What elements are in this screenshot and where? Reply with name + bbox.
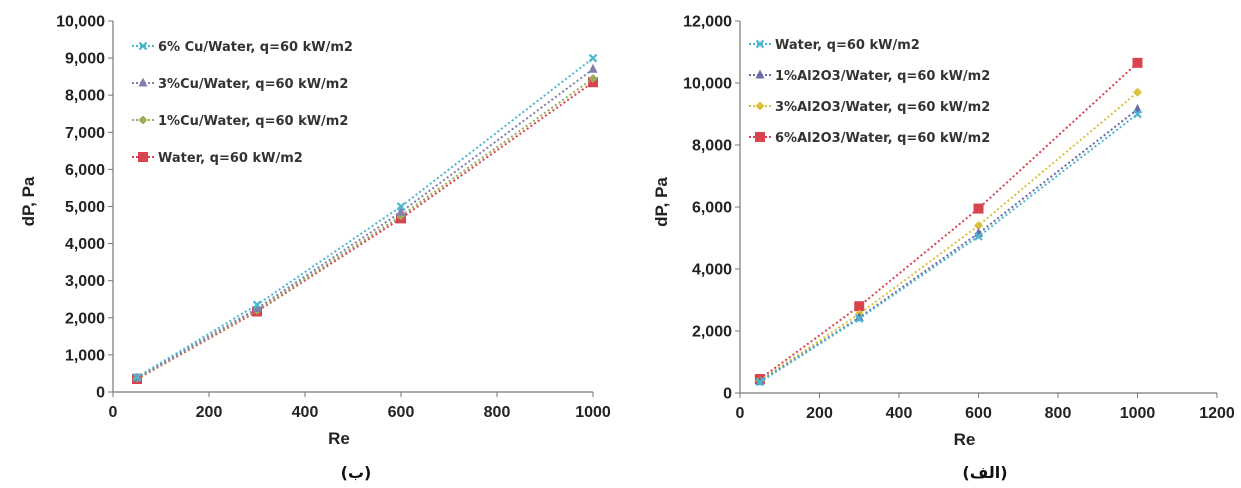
legend-label: 6% Cu/Water, q=60 kW/m2 [158, 40, 353, 55]
x-tick-label: 1000 [1120, 405, 1156, 422]
data-point [974, 221, 983, 231]
y-tick-label: 5,000 [65, 199, 105, 216]
series-line [759, 91, 1139, 382]
legend-entry: 3%Cu/Water, q=60 kW/m2 [132, 77, 348, 92]
y-axis-label: dP, Pa [19, 176, 38, 226]
data-point [854, 312, 864, 322]
y-tick-label: 0 [723, 386, 732, 403]
chart-caption: (الف) [962, 463, 1007, 482]
series-1 [755, 109, 1142, 387]
data-point [755, 376, 765, 386]
x-tick-label: 200 [196, 404, 223, 421]
legend-entry: 3%Al2O3/Water, q=60 kW/m2 [749, 100, 990, 115]
legend-label: Water, q=60 kW/m2 [775, 38, 920, 53]
data-point [588, 63, 598, 73]
legend-label: 1%Al2O3/Water, q=60 kW/m2 [775, 69, 990, 84]
legend-label: 6%Al2O3/Water, q=60 kW/m2 [775, 131, 990, 146]
y-tick-label: 4,000 [65, 236, 105, 253]
series-2 [132, 63, 598, 382]
legend-marker [138, 77, 148, 87]
y-tick-label: 12,000 [683, 14, 732, 31]
y-tick-label: 8,000 [65, 88, 105, 105]
legend-marker [755, 101, 765, 111]
series-2 [755, 103, 1142, 386]
legend-entry: Water, q=60 kW/m2 [749, 38, 920, 53]
chart-1: 0 1,000 2,000 3,000 4,000 5,000 6,000 7,000 8,00… [19, 14, 611, 483]
data-point [974, 232, 983, 241]
x-tick-label: 0 [109, 404, 118, 421]
y-tick-label: 4,000 [692, 262, 732, 279]
series-line [759, 108, 1139, 383]
series-line [136, 68, 594, 379]
data-point [973, 203, 984, 214]
x-tick-label: 400 [292, 404, 319, 421]
x-tick-label: 800 [1045, 405, 1072, 422]
data-point [854, 314, 864, 323]
legend-entry: 6%Al2O3/Water, q=60 kW/m2 [749, 131, 990, 146]
data-point [1133, 109, 1142, 119]
y-tick-label: 2,000 [65, 310, 105, 327]
data-point [755, 377, 765, 387]
x-tick-label: 0 [736, 405, 745, 422]
x-tick-label: 600 [388, 404, 415, 421]
legend-marker [755, 69, 765, 79]
y-tick-label: 10,000 [56, 14, 105, 31]
y-axis-label: dP, Pa [652, 177, 671, 227]
y-tick-label: 7,000 [65, 125, 105, 142]
data-point [132, 372, 142, 382]
data-point [252, 300, 262, 310]
data-point [854, 301, 865, 312]
legend-marker [138, 41, 148, 51]
legend-label: Water, q=60 kW/m2 [158, 151, 303, 166]
data-point [396, 202, 406, 211]
legend-marker [138, 152, 148, 162]
x-tick-label: 200 [806, 405, 833, 422]
legend-entry: Water, q=60 kW/m2 [132, 151, 303, 166]
data-point [396, 206, 406, 216]
x-tick-label: 1200 [1199, 405, 1235, 422]
data-point [588, 74, 598, 84]
x-tick-label: 400 [886, 405, 913, 422]
y-tick-label: 3,000 [65, 273, 105, 290]
legend-entry: 1%Al2O3/Water, q=60 kW/m2 [749, 69, 990, 84]
data-point [252, 303, 262, 313]
legend-label: 1%Cu/Water, q=60 kW/m2 [158, 114, 348, 129]
chart-caption: (ب) [341, 463, 372, 482]
data-point [1133, 87, 1142, 97]
x-axis-label: Re [328, 429, 350, 448]
legend: 6% Cu/Water, q=60 kW/m2 3%Cu/Water, q=60 … [132, 40, 353, 166]
y-tick-label: 2,000 [692, 324, 732, 341]
y-tick-label: 9,000 [65, 51, 105, 68]
y-tick-label: 6,000 [692, 200, 732, 217]
series-1 [132, 53, 598, 382]
legend-entry: 6% Cu/Water, q=60 kW/m2 [132, 40, 353, 55]
legend-marker [755, 132, 765, 142]
legend-marker [138, 115, 148, 125]
legend-label: 3%Al2O3/Water, q=60 kW/m2 [775, 100, 990, 115]
y-tick-label: 1,000 [65, 347, 105, 364]
series-line [759, 113, 1139, 383]
y-tick-label: 0 [96, 385, 105, 402]
x-tick-label: 1000 [575, 404, 611, 421]
x-tick-label: 600 [965, 405, 992, 422]
y-tick-label: 8,000 [692, 138, 732, 155]
legend-label: 3%Cu/Water, q=60 kW/m2 [158, 77, 348, 92]
legend: Water, q=60 kW/m2 1%Al2O3/Water, q=60 kW/… [749, 38, 990, 146]
data-point [588, 53, 598, 63]
legend-entry: 1%Cu/Water, q=60 kW/m2 [132, 114, 348, 129]
series-line [136, 57, 594, 379]
chart-2: 0 2,000 4,000 6,000 8,000 10,000 12,000 0 200 400… [652, 14, 1235, 483]
data-point [1132, 57, 1143, 68]
y-tick-label: 10,000 [683, 76, 732, 93]
x-axis-label: Re [954, 430, 976, 449]
y-tick-label: 6,000 [65, 162, 105, 179]
x-tick-label: 800 [484, 404, 511, 421]
legend-marker [755, 39, 765, 49]
